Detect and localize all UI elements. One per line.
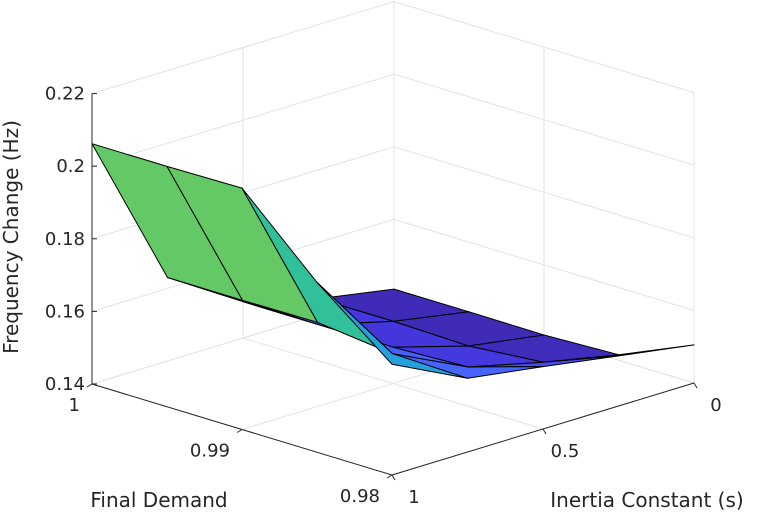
z-axis-label: Frequency Change (Hz) bbox=[0, 120, 23, 354]
surface-layer bbox=[91, 143, 695, 379]
x-tick-mark bbox=[391, 474, 396, 481]
z-tick-label: 0.16 bbox=[45, 301, 85, 322]
label-layer: Inertia Constant (s) Final Demand Freque… bbox=[0, 84, 744, 512]
y-axis-label: Final Demand bbox=[90, 488, 227, 512]
y-tick-label: 1 bbox=[69, 395, 80, 416]
x-tick-label: 0 bbox=[710, 395, 721, 416]
y-tick-label-mark bbox=[236, 429, 243, 433]
z-tick-label: 0.14 bbox=[45, 374, 85, 395]
x-tick-label: 0.5 bbox=[551, 441, 580, 462]
z-tick-label: 0.18 bbox=[45, 229, 85, 250]
y-tick-label: 0.99 bbox=[190, 441, 230, 462]
z-tick-label: 0.2 bbox=[56, 156, 85, 177]
axis-layer bbox=[86, 93, 698, 481]
y-tick-label-mark bbox=[86, 383, 93, 388]
x-tick-label: 1 bbox=[408, 487, 419, 508]
y-tick-label-mark bbox=[386, 474, 393, 479]
x-tick-mark bbox=[693, 382, 698, 389]
x-axis-label: Inertia Constant (s) bbox=[550, 488, 743, 512]
x-tick-mark bbox=[542, 428, 547, 435]
surface-patch bbox=[316, 281, 468, 379]
y-tick-label: 0.98 bbox=[340, 486, 380, 507]
z-tick-label: 0.22 bbox=[45, 84, 85, 105]
